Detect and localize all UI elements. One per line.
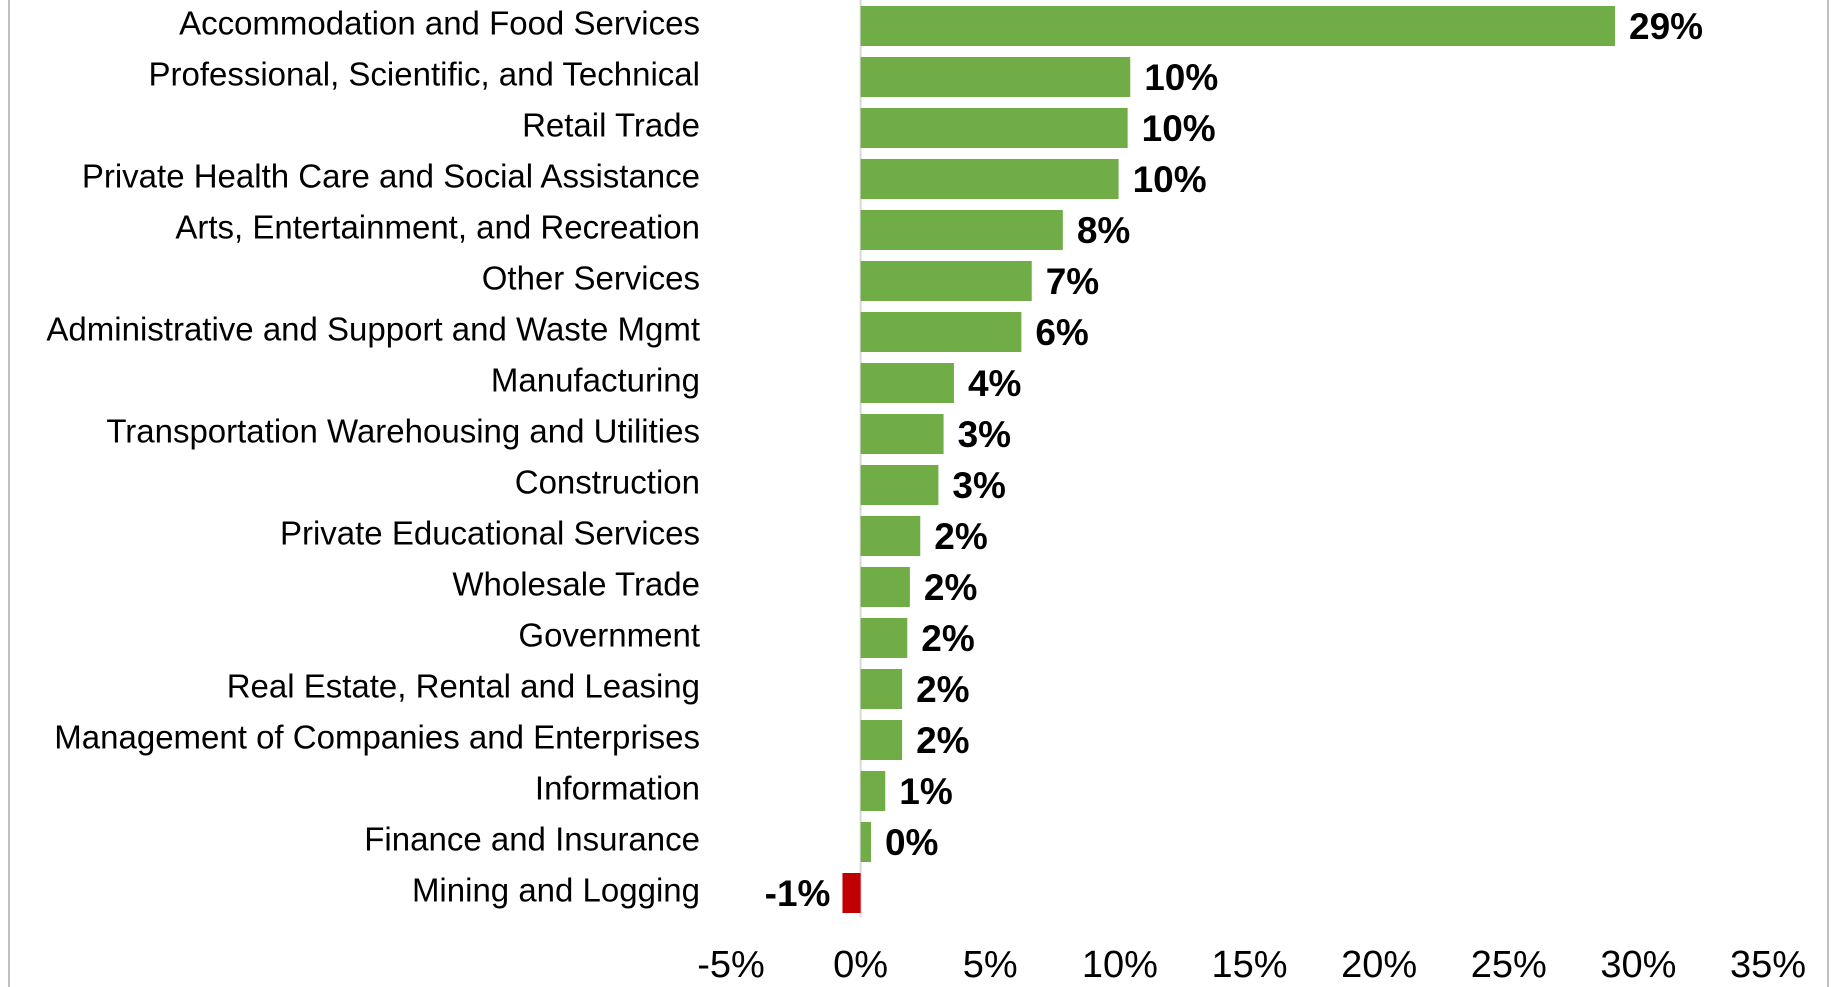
data-label: 3% [958,414,1011,455]
y-tick-label: Finance and Insurance [364,821,700,858]
bar [860,567,910,607]
data-label: 2% [916,669,969,710]
data-label: 2% [916,720,969,761]
x-tick-label: 10% [1082,944,1158,986]
y-tick-label: Manufacturing [491,362,700,399]
bar [860,6,1616,46]
bar [860,822,871,862]
bar [860,771,886,811]
data-label: 3% [952,465,1005,506]
x-tick-label: 0% [833,944,888,986]
y-tick-label: Transportation Warehousing and Utilities [106,413,700,450]
data-label: 8% [1077,210,1130,251]
y-tick-label: Wholesale Trade [452,566,700,603]
bar [860,261,1032,301]
data-label: 6% [1035,312,1088,353]
x-tick-label: -5% [697,944,765,986]
x-tick-label: 15% [1211,944,1287,986]
y-tick-label: Real Estate, Rental and Leasing [227,668,700,705]
y-tick-label: Accommodation and Food Services [179,5,700,42]
y-tick-label: Other Services [482,260,700,297]
y-tick-label: Administrative and Support and Waste Mgm… [46,311,700,348]
bar [860,312,1022,352]
y-tick-label: Government [518,617,700,654]
y-tick-label: Professional, Scientific, and Technical [148,56,700,93]
x-tick-label: 5% [963,944,1018,986]
bar [860,108,1128,148]
data-label: 0% [885,822,938,863]
y-tick-label: Management of Companies and Enterprises [54,719,700,756]
bar [860,465,939,505]
bar [860,210,1063,250]
y-tick-label: Private Educational Services [280,515,700,552]
bar [860,618,908,658]
data-label: 10% [1142,108,1216,149]
bar [860,414,944,454]
data-label: 10% [1144,57,1218,98]
bar [860,516,921,556]
data-label: 7% [1046,261,1099,302]
x-tick-label: 20% [1341,944,1417,986]
bar [860,159,1119,199]
bar [860,669,903,709]
bar [860,720,903,760]
data-label: 2% [924,567,977,608]
data-label: 2% [921,618,974,659]
data-label: -1% [765,873,831,914]
bar [860,363,954,403]
x-tick-label: 30% [1600,944,1676,986]
bar [842,873,861,913]
y-tick-label: Arts, Entertainment, and Recreation [175,209,700,246]
x-tick-label: 25% [1471,944,1547,986]
y-tick-label: Construction [515,464,700,501]
y-tick-label: Private Health Care and Social Assistanc… [82,158,700,195]
y-tick-label: Retail Trade [522,107,700,144]
y-tick-label: Mining and Logging [412,872,700,909]
data-label: 1% [899,771,952,812]
data-label: 29% [1629,6,1703,47]
data-label: 2% [934,516,987,557]
x-tick-label: 35% [1730,944,1806,986]
bar [860,57,1131,97]
data-label: 10% [1133,159,1207,200]
y-tick-label: Information [535,770,700,807]
data-label: 4% [968,363,1021,404]
